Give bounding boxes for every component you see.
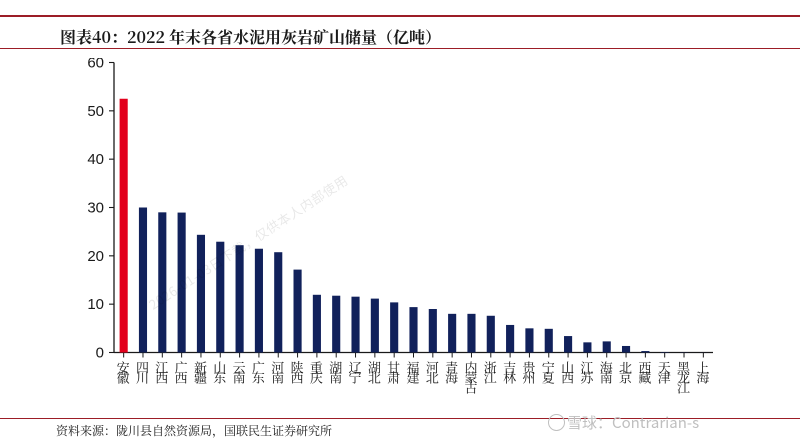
svg-text:30: 30 [87, 200, 104, 217]
svg-text:10: 10 [87, 296, 104, 313]
svg-text:0: 0 [96, 345, 104, 361]
svg-text:60: 60 [87, 58, 104, 72]
svg-text:50: 50 [87, 103, 104, 120]
svg-text:20: 20 [87, 248, 104, 265]
svg-text:40: 40 [87, 151, 104, 168]
